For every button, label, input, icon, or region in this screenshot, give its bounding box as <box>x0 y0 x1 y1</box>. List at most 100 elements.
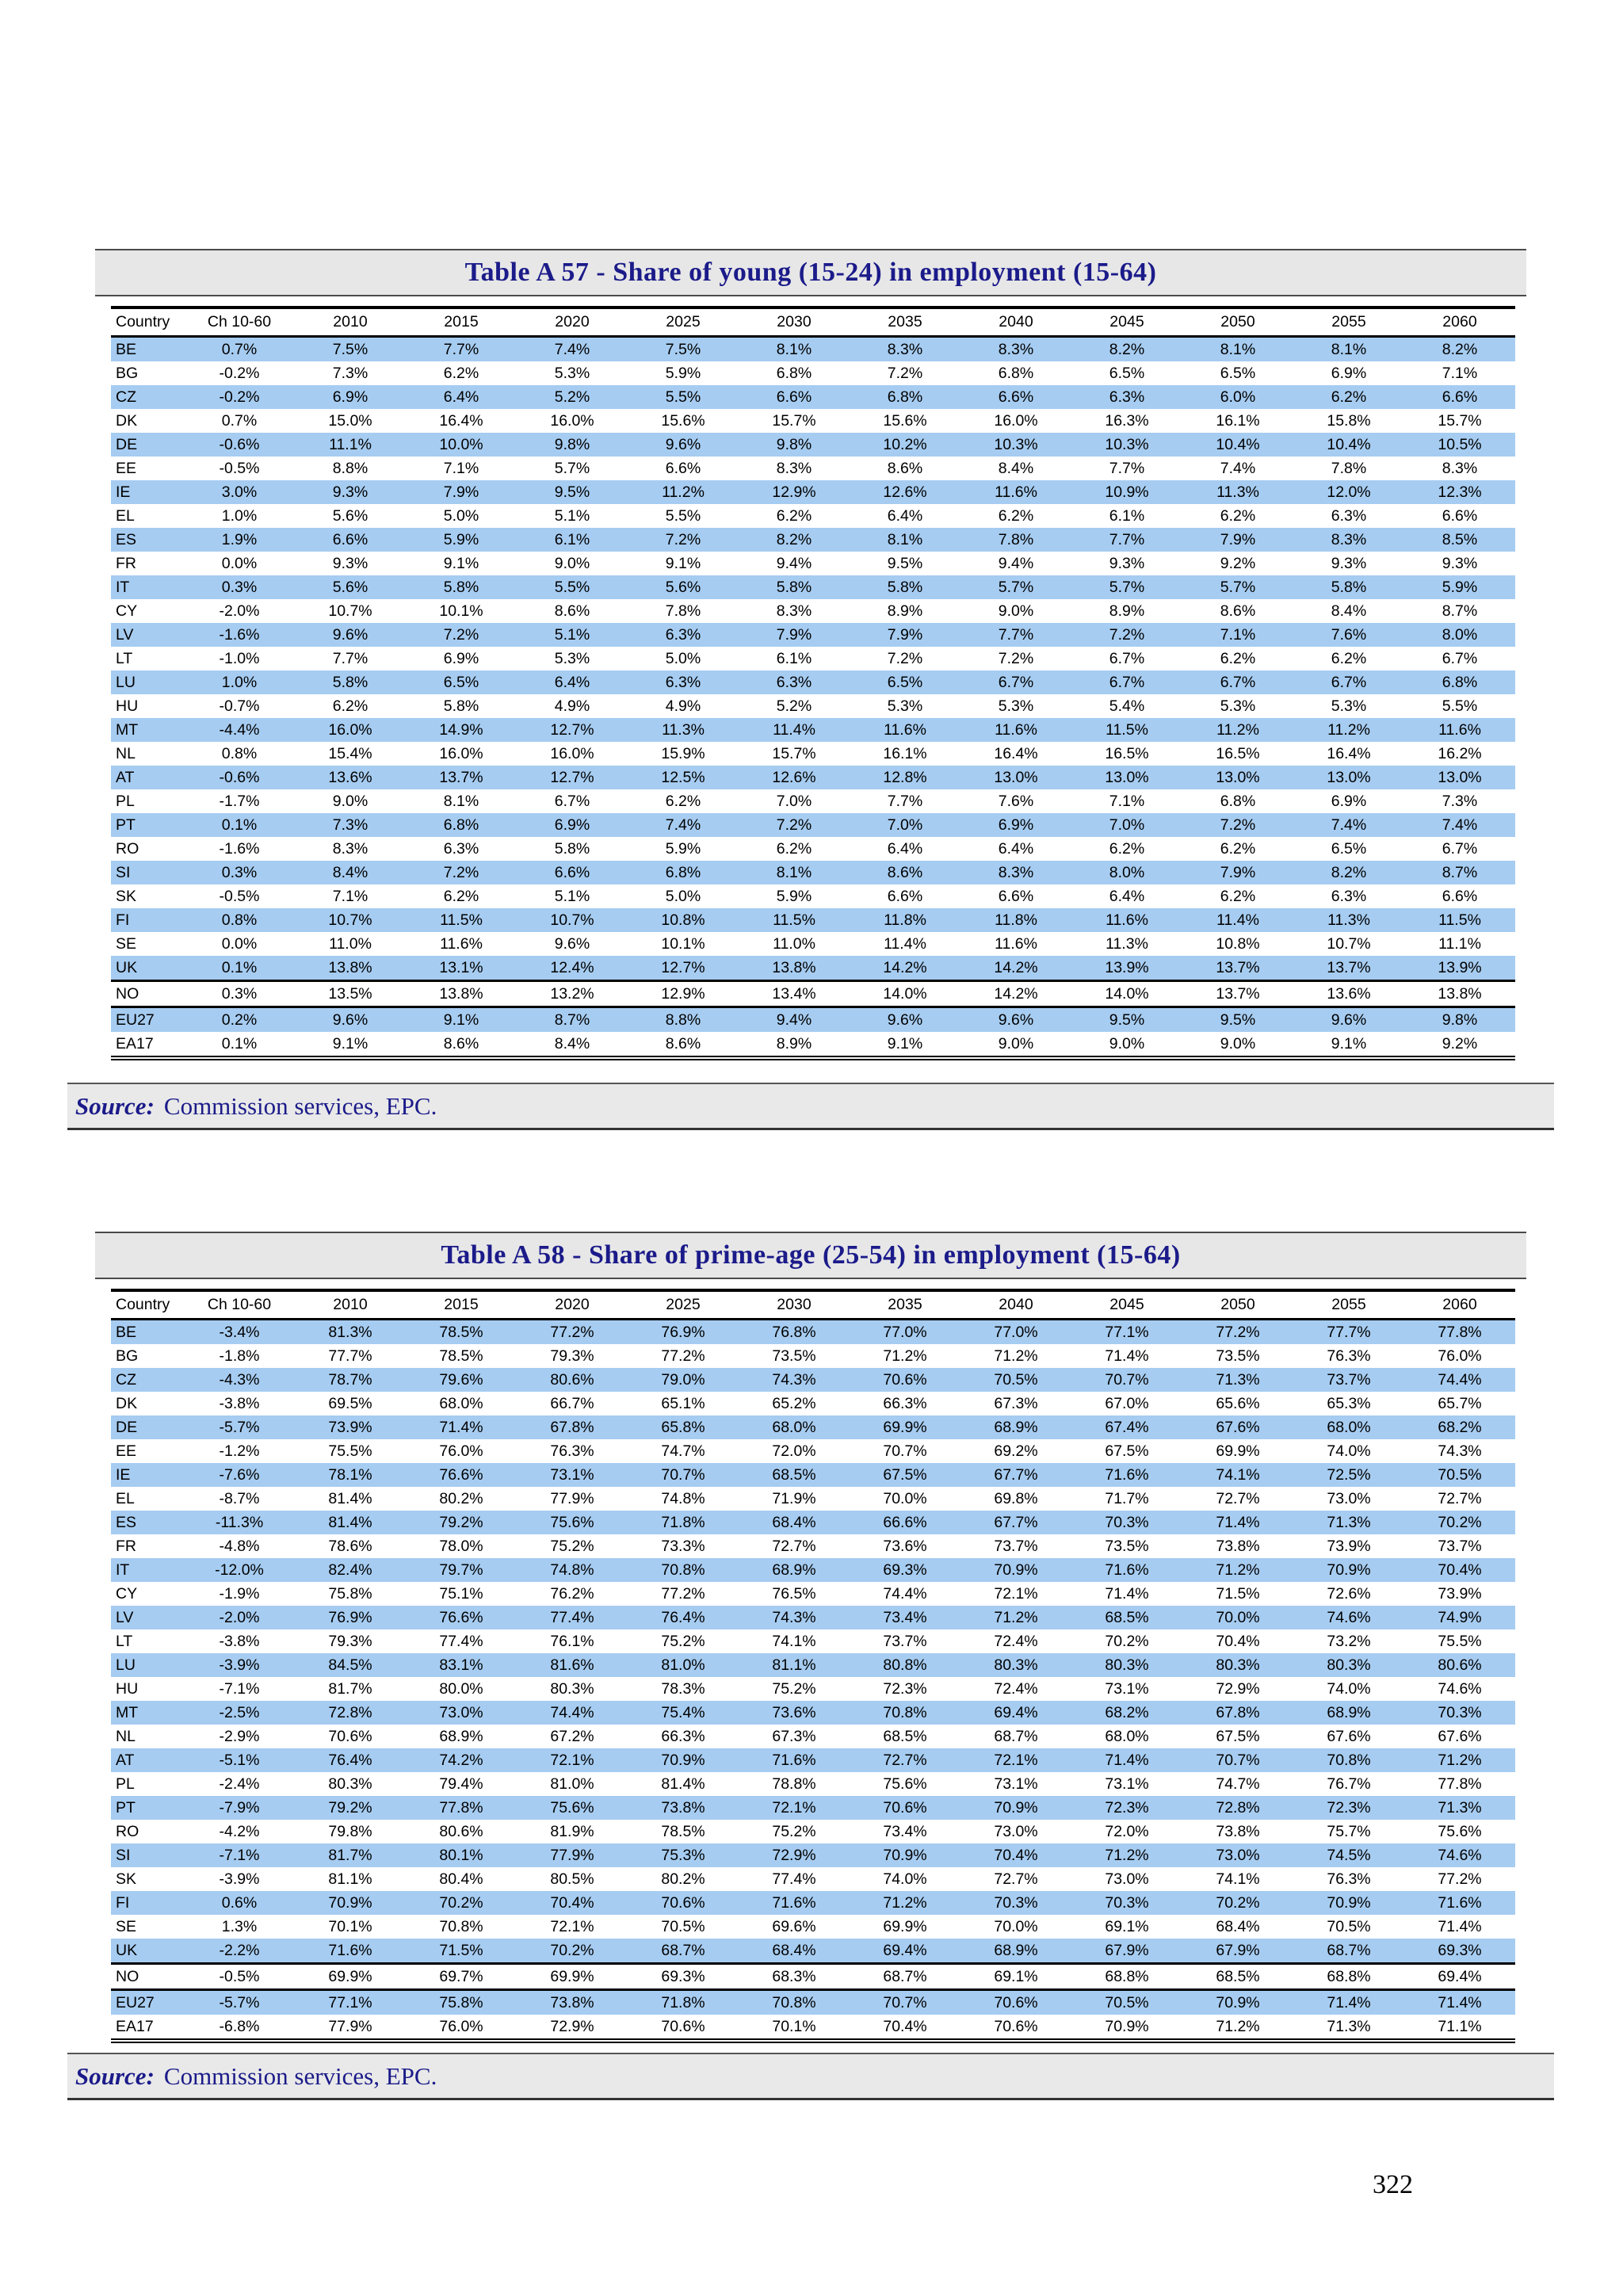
table-row-at: AT -0.6% 13.6% 13.7% 12.7% 12.5% 12.6% 12.8% 13.… <box>111 766 1515 789</box>
value-cell: 5.0% <box>665 649 701 667</box>
value-cell: 80.1% <box>406 1843 517 1867</box>
value-cell: 16.2% <box>1438 744 1482 762</box>
column-header-2030: 2030 <box>739 1289 850 1320</box>
value-cell: 73.0% <box>1105 1870 1149 1888</box>
value-cell: 6.5% <box>850 670 960 694</box>
column-header-2040: 2040 <box>960 1289 1071 1320</box>
value-cell: 13.6% <box>295 766 406 789</box>
value-cell: 67.5% <box>1105 1442 1149 1460</box>
column-header-2055: 2055 <box>1293 1289 1404 1320</box>
value-cell: 6.1% <box>517 528 628 552</box>
value-cell: 73.7% <box>1438 1537 1482 1555</box>
value-cell: 74.0% <box>1327 1442 1371 1460</box>
table-row-si: SI -7.1% 81.7% 80.1% 77.9% 75.3% 72.9% 70.9% 70.… <box>111 1843 1515 1867</box>
value-cell: 11.3% <box>1182 480 1293 504</box>
value-cell: 72.3% <box>1071 1796 1182 1820</box>
value-cell: 9.1% <box>850 1032 960 1060</box>
table-row-hu: HU -7.1% 81.7% 80.0% 80.3% 78.3% 75.2% 72.3% 72.… <box>111 1677 1515 1701</box>
value-cell: 73.6% <box>739 1701 850 1725</box>
value-cell: 11.2% <box>628 480 739 504</box>
value-cell: 7.6% <box>1293 623 1404 647</box>
page-number: 322 <box>1373 2170 1413 2199</box>
table-row-lt: LT -1.0% 7.7% 6.9% 5.3% 5.0% 6.1% 7.2% 7.2% 6.7% 6… <box>111 647 1515 670</box>
source-label: Source: <box>75 1091 155 1120</box>
value-cell: 11.5% <box>1071 718 1182 742</box>
value-cell: 6.4% <box>998 839 1034 858</box>
value-cell: 70.6% <box>850 1368 960 1392</box>
value-cell: 7.4% <box>1220 459 1256 477</box>
value-cell: 67.6% <box>1438 1727 1482 1745</box>
value-cell: 77.8% <box>406 1796 517 1820</box>
value-cell: 6.6% <box>1442 887 1478 905</box>
value-cell: 5.3% <box>1331 697 1367 715</box>
table-row-nl: NL 0.8% 15.4% 16.0% 16.0% 15.9% 15.7% 16.1% 16.4… <box>111 742 1515 766</box>
source-text: Commission services, EPC. <box>163 2061 437 2090</box>
value-cell: 77.0% <box>850 1319 960 1344</box>
value-cell: 68.5% <box>1071 1606 1182 1629</box>
country-cell: SI <box>111 861 184 884</box>
value-cell: 7.4% <box>1404 813 1515 837</box>
value-cell: 77.7% <box>328 1347 372 1365</box>
value-cell: 67.9% <box>1071 1939 1182 1964</box>
value-cell: 69.9% <box>850 1415 960 1439</box>
value-cell: 0.0% <box>221 554 258 572</box>
value-cell: 72.7% <box>994 1870 1038 1888</box>
value-cell: 80.2% <box>439 1489 483 1507</box>
value-cell: 73.2% <box>1327 1632 1371 1650</box>
value-cell: 13.0% <box>1404 766 1515 789</box>
table-row-fi: FI 0.8% 10.7% 11.5% 10.7% 10.8% 11.5% 11.8% 11.8… <box>111 908 1515 932</box>
value-cell: 70.2% <box>406 1891 517 1915</box>
value-cell: 73.4% <box>883 1822 927 1840</box>
value-cell: 6.9% <box>1331 364 1367 382</box>
value-cell: 12.0% <box>1293 480 1404 504</box>
value-cell: 73.8% <box>1216 1822 1260 1840</box>
value-cell: -1.8% <box>219 1347 260 1365</box>
value-cell: 5.5% <box>517 575 628 599</box>
table-row-eu27: EU27 -5.7% 77.1% 75.8% 73.8% 71.8% 70.8% 70.7% 7… <box>111 1988 1515 2015</box>
table-row-cy: CY -1.9% 75.8% 75.1% 76.2% 77.2% 76.5% 74.4% 72.… <box>111 1582 1515 1606</box>
value-cell: 8.3% <box>960 336 1071 361</box>
country-cell: NL <box>116 744 136 762</box>
value-cell: 1.0% <box>221 506 258 525</box>
table-row-cz: CZ -4.3% 78.7% 79.6% 80.6% 79.0% 74.3% 70.6% 70.… <box>111 1368 1515 1392</box>
value-cell: 71.2% <box>1182 1558 1293 1582</box>
value-cell: 69.3% <box>850 1558 960 1582</box>
value-cell: 13.8% <box>739 956 850 981</box>
value-cell: 6.9% <box>1331 792 1367 810</box>
value-cell: 70.6% <box>850 1796 960 1820</box>
table-row-fr: FR 0.0% 9.3% 9.1% 9.0% 9.1% 9.4% 9.5% 9.4% 9.3% 9.… <box>111 552 1515 575</box>
value-cell: 72.8% <box>1182 1796 1293 1820</box>
value-cell: 8.3% <box>1293 528 1404 552</box>
value-cell: 72.5% <box>1293 1463 1404 1487</box>
value-cell: 70.8% <box>739 1988 850 2015</box>
value-cell: 72.9% <box>517 2015 628 2043</box>
value-cell: 10.8% <box>1216 934 1260 953</box>
column-header-2060: 2060 <box>1404 1289 1515 1320</box>
value-cell: -3.8% <box>219 1632 260 1650</box>
value-cell: -5.7% <box>184 1988 295 2015</box>
country-cell: SI <box>111 1843 184 1867</box>
value-cell: 74.9% <box>1404 1606 1515 1629</box>
value-cell: 8.3% <box>960 861 1071 884</box>
value-cell: 10.8% <box>628 908 739 932</box>
value-cell: 8.6% <box>887 459 923 477</box>
value-cell: 5.9% <box>1404 575 1515 599</box>
country-cell: LU <box>111 1653 184 1677</box>
column-header-2060: 2060 <box>1404 306 1515 338</box>
value-cell: 68.5% <box>1182 1962 1293 1990</box>
value-cell: 6.2% <box>1293 385 1404 409</box>
country-cell: HU <box>116 697 139 715</box>
value-cell: 68.9% <box>960 1415 1071 1439</box>
table-row-sk: SK -0.5% 7.1% 6.2% 5.1% 5.0% 5.9% 6.6% 6.6% 6.4% 6… <box>111 884 1515 908</box>
value-cell: 71.2% <box>994 1347 1038 1365</box>
value-cell: 73.5% <box>1216 1347 1260 1365</box>
value-cell: 5.9% <box>665 839 701 858</box>
value-cell: 9.6% <box>1293 1006 1404 1032</box>
value-cell: 9.5% <box>887 554 923 572</box>
value-cell: 13.7% <box>1182 980 1293 1007</box>
value-cell: 77.0% <box>960 1319 1071 1344</box>
value-cell: 6.4% <box>1109 887 1145 905</box>
value-cell: 5.8% <box>443 697 479 715</box>
value-cell: 9.6% <box>960 1006 1071 1032</box>
value-cell: 11.6% <box>960 718 1071 742</box>
